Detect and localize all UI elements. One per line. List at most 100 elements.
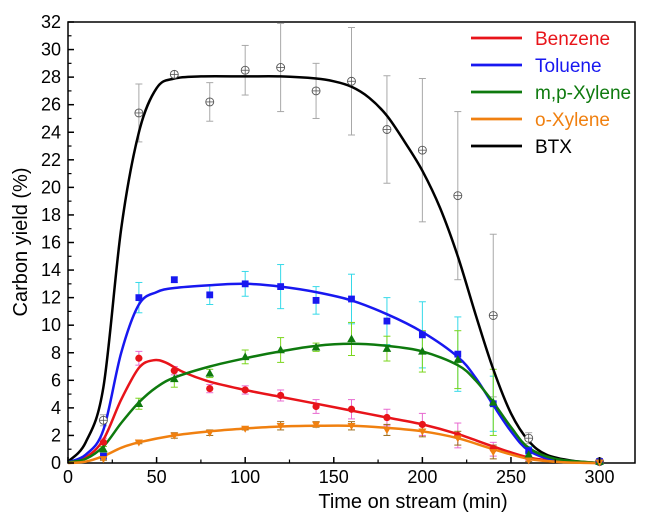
y-tick-label: 12 [41,288,61,308]
btx-point [524,433,534,443]
m-p-xylene-point [524,450,533,458]
x-axis: 0 50 100 150 200 250 300 [63,457,615,487]
m-p-xylene-point [382,344,392,352]
toluene-point [277,283,285,290]
m-p-xylene-point [311,342,321,351]
btx-point [453,191,463,201]
btx-point [311,86,321,96]
toluene-point [206,291,214,299]
o-xylene-point [489,449,498,457]
y-tick-label: 32 [41,12,61,32]
legend-label-btx: BTX [535,137,572,158]
toluene-point [312,296,320,304]
o-xylene-point [382,427,391,435]
legend-label-o-xylene: o-Xylene [535,110,610,131]
o-xylene-point [99,456,108,464]
legend-label-toluene: Toluene [535,56,602,77]
y-tick-label: 2 [51,425,61,445]
data-markers [98,63,605,467]
m-p-xylene-point [99,444,108,453]
m-p-xylene-point [347,334,356,343]
y-tick-label: 0 [51,453,61,473]
benzene-point [135,354,143,362]
btx-point [134,108,144,118]
o-xylene-point [312,421,321,429]
m-p-xylene-point [134,399,144,407]
y-tick-label: 28 [41,67,61,87]
toluene-point [348,295,355,303]
o-xylene-point [418,428,427,436]
benzene-point [418,420,426,429]
y-tick-label: 22 [41,150,61,170]
btx-point [205,97,215,107]
btx-point [98,415,108,425]
o-xylene-point [453,435,462,443]
y-axis-title: Carbon yield (%) [10,168,32,317]
m-p-xylene-point [170,374,179,383]
x-tick-label: 100 [230,467,260,487]
o-xylene-point [347,422,356,430]
legend: Benzene Toluene m,p-Xylene o-Xylene BTX [471,29,631,158]
y-tick-label: 18 [41,205,61,225]
btx-point [488,311,498,320]
o-xylene-point [595,459,604,467]
y-tick-label: 4 [51,398,61,418]
btx-point [347,76,356,86]
benzene-point [312,402,320,411]
y-tick-label: 20 [41,177,61,197]
m-p-xylene-point [276,345,285,354]
o-xylene-point [524,457,533,465]
y-tick-label: 14 [41,260,61,280]
benzene-point [347,405,356,413]
legend-label-benzene: Benzene [535,29,610,50]
benzene-fit-line [67,358,600,465]
x-tick-label: 200 [407,467,437,487]
y-tick-label: 30 [41,40,61,60]
y-tick-label: 6 [51,370,61,390]
toluene-fit-line [67,282,600,465]
o-xylene-point [241,425,250,433]
benzene-point [383,413,391,422]
toluene-point [418,331,426,339]
x-tick-label: 150 [319,467,349,487]
btx-point [169,69,179,79]
error-bars [99,22,604,464]
m-p-xylene-point [240,352,250,361]
toluene-point [170,276,178,284]
y-tick-label: 24 [41,122,61,142]
x-tick-label: 300 [585,467,615,487]
o-xylene-point [170,432,179,440]
toluene-point [135,294,143,302]
btx-point [240,65,250,75]
benzene-point [241,386,249,394]
y-tick-label: 10 [41,315,61,335]
btx-fit-line [67,75,600,465]
toluene-point [454,350,462,358]
m-p-xylene-point [488,397,498,406]
toluene-point [241,280,249,288]
o-xylene-point [205,429,214,437]
benzene-point [99,438,108,446]
m-p-xylene-point [453,355,463,363]
x-tick-label: 50 [147,467,167,487]
m-p-xylene-point [418,346,427,355]
benzene-point [206,384,214,393]
y-tick-label: 16 [41,233,61,253]
m-p-xylene-point [205,368,215,377]
toluene-point [383,317,391,325]
benzene-point [170,367,178,375]
fit-curves [67,75,600,465]
y-tick-label: 8 [51,343,61,363]
y-tick-label: 26 [41,95,61,115]
o-xylene-point [276,422,285,430]
o-xylene-point [134,439,143,447]
btx-point [276,63,286,72]
x-axis-title: Time on stream (min) [318,491,507,513]
legend-label-m-p-xylene: m,p-Xylene [535,83,631,104]
x-tick-label: 0 [63,467,73,487]
x-tick-label: 250 [496,467,526,487]
btx-point [417,145,427,155]
btx-point [382,125,392,134]
